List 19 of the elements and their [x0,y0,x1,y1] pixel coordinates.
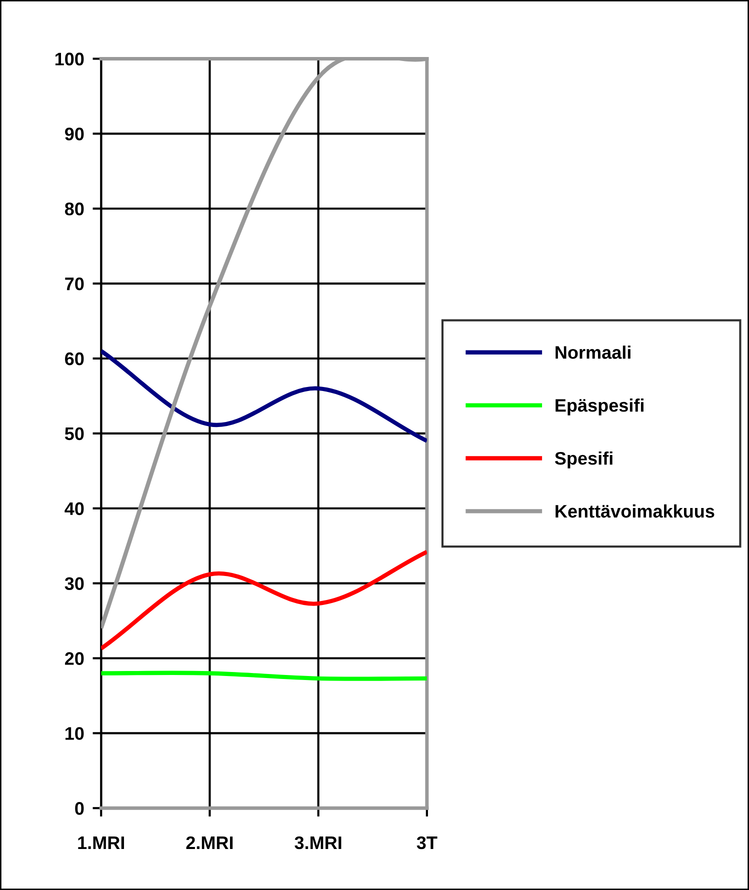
y-tick-label: 10 [66,727,84,740]
legend-label: Spesifi [554,451,612,468]
y-tick-label: 40 [64,502,84,516]
legend-label: Epäspesifi [556,398,644,416]
x-tick-label: 1.MRI [78,836,124,849]
y-tick-label: 100 [55,52,84,66]
legend-label: Normaali [556,346,630,359]
x-tick-label: 3.MRI [294,836,342,850]
y-tick-label: 0 [75,802,84,815]
legend-label: Kenttävoimakkuus [556,504,714,518]
y-tick-label: 90 [64,128,84,140]
y-tick-label: 50 [64,427,84,440]
y-tick-label: 80 [64,202,84,216]
x-tick-label: 3T [416,836,438,850]
y-tick-label: 60 [65,352,84,366]
y-tick-label: 70 [65,277,84,290]
y-tick-label: 20 [64,652,84,665]
x-tick-label: 2.MRI [186,836,233,849]
y-tick-label: 30 [64,577,84,590]
